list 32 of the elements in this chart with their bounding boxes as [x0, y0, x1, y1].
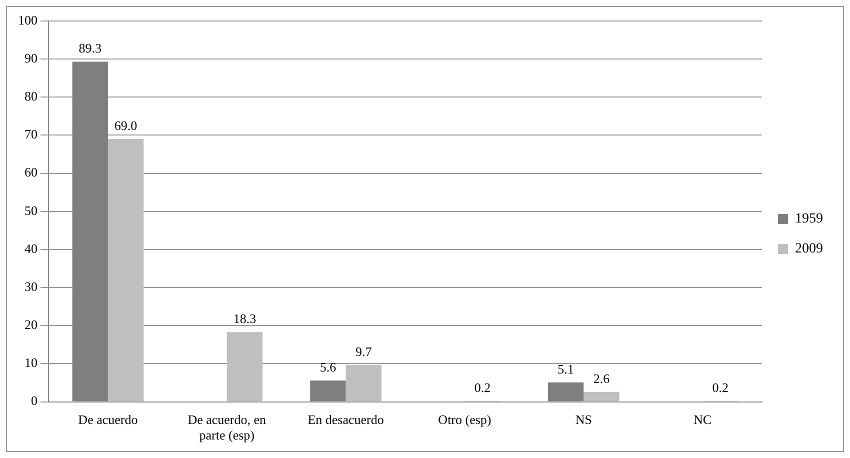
bar [346, 364, 382, 402]
data-label: 5.6 [320, 359, 337, 374]
y-tick-label: 70 [24, 126, 38, 142]
y-tick-label: 30 [24, 278, 38, 294]
legend-label: 1959 [795, 212, 823, 227]
y-tick-label: 20 [24, 317, 38, 332]
bar [226, 332, 263, 402]
data-label: 69.0 [114, 118, 138, 133]
x-tick-label: Otro (esp) [438, 412, 492, 428]
data-label: 9.7 [356, 344, 372, 359]
y-tick-label: 0 [31, 393, 38, 408]
data-label: 0.2 [712, 380, 729, 395]
x-tick-label: NC [694, 412, 712, 428]
x-tick-label: NS [575, 412, 592, 428]
x-tick-label: De acuerdo, en parte (esp) [188, 412, 267, 443]
y-tick-label: 10 [24, 355, 38, 370]
y-tick-label: 40 [24, 240, 38, 256]
data-label: 89.3 [78, 40, 102, 56]
data-label: 0.2 [474, 380, 491, 395]
x-tick-label: De acuerdo [78, 412, 138, 428]
x-tick-label: En desacuerdo [308, 412, 384, 428]
bar [108, 139, 144, 402]
data-label: 2.6 [593, 370, 610, 386]
bar [584, 392, 620, 402]
data-label: 18.3 [233, 311, 256, 326]
legend-label: 2009 [795, 242, 823, 257]
y-tick-label: 80 [24, 88, 38, 104]
y-tick-label: 50 [24, 202, 38, 218]
y-tick-label: 100 [18, 12, 38, 28]
y-tick-label: 90 [24, 50, 38, 66]
y-tick-label: 60 [24, 164, 38, 180]
data-label: 5.1 [558, 361, 574, 376]
